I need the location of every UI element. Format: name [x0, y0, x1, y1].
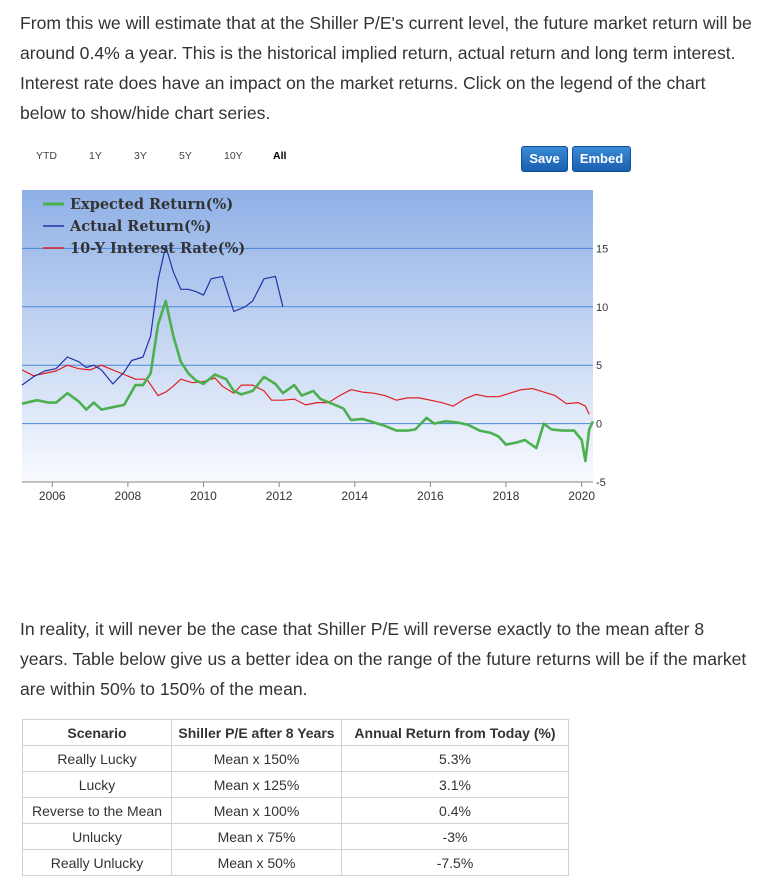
x-tick-label: 2012: [266, 489, 293, 503]
x-tick-label: 2020: [568, 489, 595, 503]
x-tick-label: 2008: [115, 489, 142, 503]
plot-area: [22, 190, 593, 482]
pe-cell: Mean x 150%: [171, 745, 342, 772]
x-tick-label: 2018: [493, 489, 520, 503]
range-button-1y[interactable]: 1Y: [89, 150, 102, 162]
y-tick-label: 5: [596, 360, 602, 372]
return-cell: -3%: [341, 823, 569, 850]
table-row: Lucky Mean x 125% 3.1%: [22, 771, 569, 798]
returns-table: Scenario Shiller P/E after 8 Years Annua…: [22, 719, 569, 876]
table-row: Reverse to the Mean Mean x 100% 0.4%: [22, 797, 569, 824]
header-annual-return: Annual Return from Today (%): [341, 719, 569, 746]
legend-item-1[interactable]: Actual Return(%): [43, 218, 211, 235]
pe-cell: Mean x 125%: [171, 771, 342, 798]
scenario-cell: Really Lucky: [22, 745, 172, 772]
scenario-cell: Reverse to the Mean: [22, 797, 172, 824]
header-scenario: Scenario: [22, 719, 172, 746]
intro-paragraph: From this we will estimate that at the S…: [20, 13, 752, 123]
return-cell: 3.1%: [341, 771, 569, 798]
range-button-ytd[interactable]: YTD: [36, 150, 57, 162]
pe-cell: Mean x 50%: [171, 849, 342, 876]
y-tick-label: 0: [596, 419, 602, 431]
series-line-1: [21, 245, 284, 386]
legend-item-2[interactable]: 10-Y Interest Rate(%): [43, 240, 245, 257]
legend-label: Expected Return(%): [70, 196, 233, 213]
y-tick-label: 10: [596, 302, 608, 314]
return-cell: -7.5%: [341, 849, 569, 876]
x-tick-label: 2010: [190, 489, 217, 503]
pe-cell: Mean x 100%: [171, 797, 342, 824]
y-tick-label: 15: [596, 243, 608, 255]
table-header-row: Scenario Shiller P/E after 8 Years Annua…: [22, 719, 569, 746]
x-tick-label: 2006: [39, 489, 66, 503]
scenario-cell: Really Unlucky: [22, 849, 172, 876]
range-button-all[interactable]: All: [273, 150, 287, 162]
line-chart: -5 0 5 10 15 2006 2008 2010 2012 2014 2016 2018 2020…: [21, 190, 608, 503]
return-cell: 0.4%: [341, 797, 569, 824]
legend-label: 10-Y Interest Rate(%): [70, 240, 245, 257]
header-shiller-pe: Shiller P/E after 8 Years: [171, 719, 342, 746]
table-row: Really Lucky Mean x 150% 5.3%: [22, 745, 569, 772]
table-row: Really Unlucky Mean x 50% -7.5%: [22, 849, 569, 876]
range-button-5y[interactable]: 5Y: [179, 150, 192, 162]
save-button[interactable]: Save: [521, 146, 568, 172]
legend-label: Actual Return(%): [69, 218, 211, 235]
x-tick-label: 2014: [341, 489, 368, 503]
legend-item-0[interactable]: Expected Return(%): [43, 196, 233, 213]
pe-cell: Mean x 75%: [171, 823, 342, 850]
y-tick-label: -5: [596, 477, 606, 489]
series-line-0: [21, 299, 595, 463]
scenario-cell: Unlucky: [22, 823, 172, 850]
x-tick-label: 2016: [417, 489, 444, 503]
scenario-cell: Lucky: [22, 771, 172, 798]
range-button-10y[interactable]: 10Y: [224, 150, 243, 162]
embed-button[interactable]: Embed: [572, 146, 631, 172]
return-cell: 5.3%: [341, 745, 569, 772]
range-button-3y[interactable]: 3Y: [134, 150, 147, 162]
table-row: Unlucky Mean x 75% -3%: [22, 823, 569, 850]
outro-paragraph: In reality, it will never be the case th…: [20, 619, 747, 699]
